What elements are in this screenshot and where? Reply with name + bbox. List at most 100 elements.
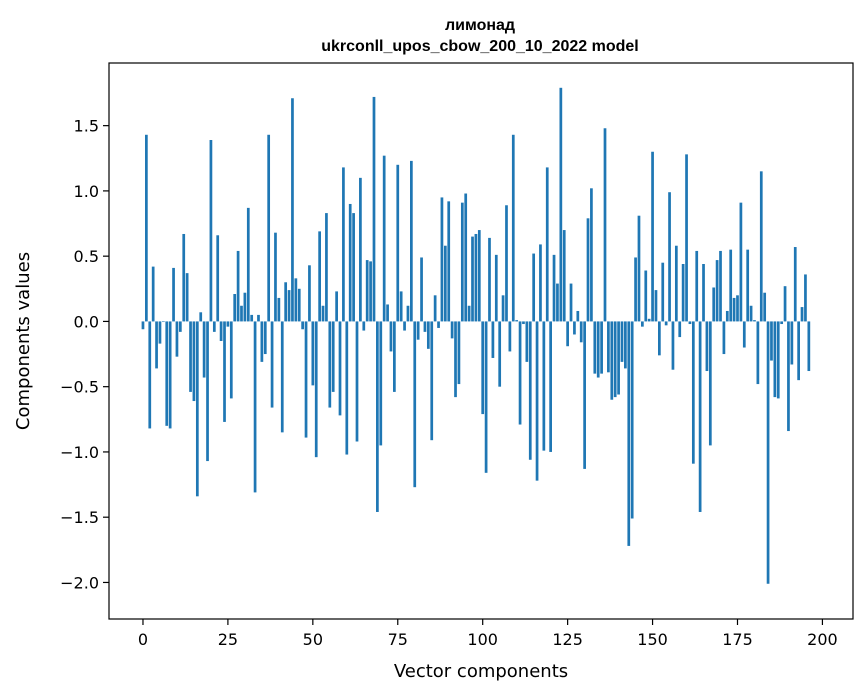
bar-component-187 [776,321,780,399]
bar-component-33 [253,321,257,493]
bar-component-82 [420,257,423,322]
bar-component-170 [719,250,722,322]
bar-component-25 [226,321,230,327]
bar-component-127 [573,321,576,335]
bar-component-115 [532,253,536,322]
y-tick-label: 0.0 [74,312,99,331]
bar-component-136 [603,128,607,322]
bar-component-15 [192,321,196,402]
bar-component-135 [600,321,603,374]
bar-component-177 [742,321,746,348]
bar-component-195 [804,274,807,322]
bar-component-12 [182,233,186,322]
bar-component-131 [586,218,590,322]
bar-component-74 [393,321,396,392]
bar-component-72 [386,304,389,322]
bar-component-88 [440,197,444,322]
bar-component-2 [148,321,152,429]
bar-component-118 [542,321,546,451]
x-tick-label: 200 [807,630,838,649]
bar-component-144 [630,321,634,519]
bar-component-140 [617,321,620,395]
bar-component-23 [219,321,223,341]
chart-title-line2: ukrconll_upos_cbow_200_10_2022 model [321,38,638,55]
y-tick-label: 1.5 [74,117,99,136]
bar-component-69 [376,321,379,512]
bar-component-157 [674,245,678,322]
bar-component-58 [338,321,342,416]
bar-component-68 [372,96,376,322]
bar-component-53 [321,305,325,322]
bar-component-65 [362,321,366,331]
bar-component-171 [722,321,726,355]
bar-component-99 [477,230,481,322]
bar-component-35 [260,321,264,362]
bar-component-143 [627,321,631,546]
x-axis-ticks: 0 25 50 75 100 125 150 175 200 [138,619,838,649]
bar-component-51 [314,321,318,458]
bar-component-101 [484,321,488,473]
bar-component-119 [545,167,549,322]
bar-component-11 [178,321,182,332]
bar-component-27 [233,294,237,322]
bar-component-183 [763,292,767,322]
bar-component-19 [206,321,209,462]
bar-component-151 [654,290,658,322]
bar-component-6 [162,321,165,323]
bar-component-159 [681,264,685,322]
bar-component-185 [770,321,773,361]
bar-component-110 [515,320,519,322]
bar-component-39 [274,232,277,322]
bar-component-61 [348,203,352,322]
bar-component-134 [596,321,600,378]
bar-component-80 [413,321,417,488]
x-tick-label: 175 [722,630,753,649]
bar-component-179 [749,305,753,322]
bar-component-155 [668,192,671,322]
bar-component-139 [613,321,617,398]
bar-component-168 [712,287,716,322]
bar-component-54 [325,213,328,322]
bar-component-102 [488,237,491,322]
bar-component-13 [185,273,189,322]
bar-component-130 [583,321,586,469]
plot-area-frame [108,62,854,620]
bar-component-175 [736,295,739,322]
bar-component-81 [416,321,420,340]
bar-component-173 [729,249,733,322]
bar-component-41 [280,321,284,433]
bar-component-8 [168,321,172,429]
y-tick-label: −0.5 [60,378,99,397]
bar-component-121 [552,254,556,322]
bar-component-152 [658,321,661,356]
bar-component-89 [443,245,447,322]
bar-component-42 [284,282,288,322]
bar-component-59 [342,167,345,322]
bar-component-97 [471,236,474,322]
bar-component-95 [464,193,468,322]
bar-component-26 [229,321,233,399]
bar-component-34 [257,314,260,322]
bar-component-57 [335,291,338,322]
bar-component-0 [141,321,145,330]
bar-component-161 [688,321,692,325]
bar-component-107 [505,205,508,322]
bar-component-180 [753,320,756,322]
bar-component-79 [410,160,413,322]
y-tick-label: −2.0 [60,573,99,592]
bar-component-45 [294,278,298,322]
bar-component-117 [539,244,542,322]
bar-component-147 [641,321,644,327]
bar-component-138 [610,321,614,400]
bar-component-163 [695,250,699,322]
bar-component-128 [576,310,580,322]
bar-component-186 [773,321,777,398]
bar-component-109 [511,134,515,322]
bar-component-40 [277,297,281,322]
bar-component-85 [430,321,434,441]
bar-component-92 [454,321,457,398]
bar-component-194 [800,307,804,322]
bar-component-158 [678,321,682,338]
bar-component-192 [793,247,797,322]
